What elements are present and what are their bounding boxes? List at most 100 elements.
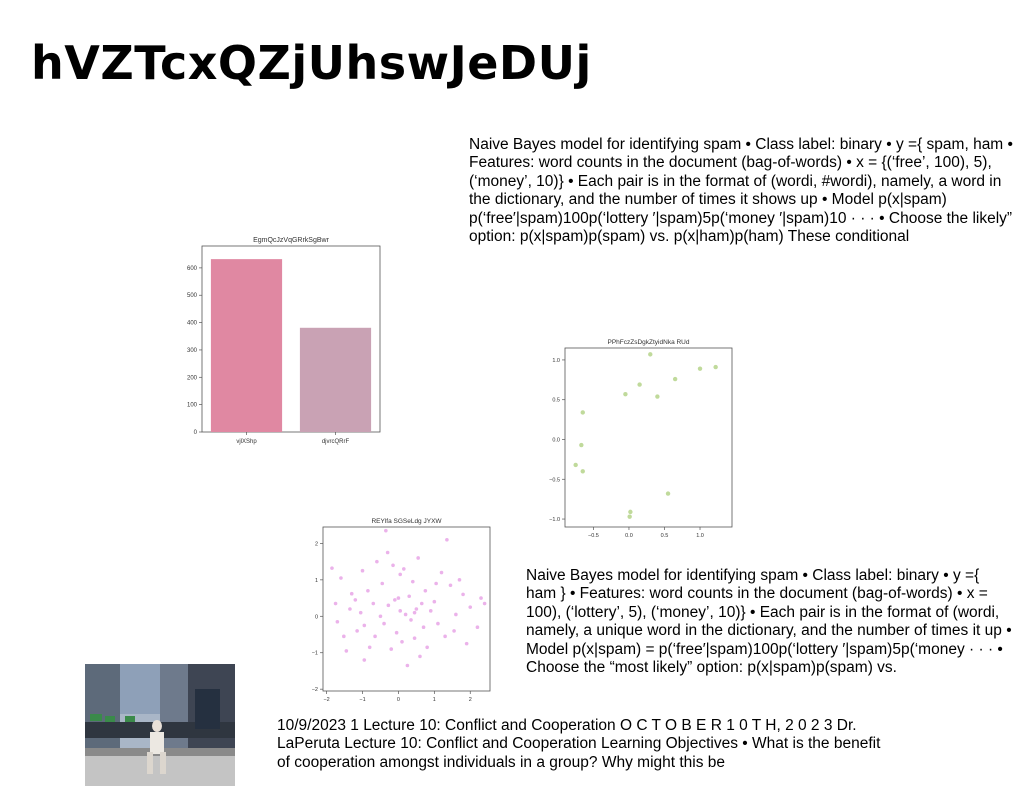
bar: [299, 327, 372, 432]
data-point: [579, 442, 584, 448]
y-tick-label: 0: [315, 614, 318, 620]
data-point: [439, 570, 444, 575]
x-tick-label: −0.5: [588, 533, 599, 539]
data-point: [373, 634, 377, 639]
data-point: [362, 658, 367, 662]
data-point: [479, 596, 483, 600]
data-point: [353, 598, 358, 602]
y-tick-label: 0.5: [552, 398, 560, 404]
data-point: [386, 603, 391, 608]
x-tick-label: 1.0: [696, 533, 704, 539]
data-point: [348, 607, 352, 611]
data-point: [414, 607, 419, 611]
data-point: [419, 601, 424, 606]
data-point: [400, 640, 404, 644]
y-tick-label: 0.0: [552, 437, 560, 443]
data-point: [434, 581, 438, 586]
data-point: [443, 634, 447, 639]
data-point: [623, 391, 628, 397]
data-point: [432, 599, 437, 604]
data-point: [418, 654, 422, 659]
chart-title: REYlfa SGSeLdg JYXW: [371, 518, 442, 525]
data-point: [672, 376, 678, 382]
data-point: [454, 612, 458, 617]
data-point: [339, 576, 343, 580]
data-point: [335, 619, 340, 624]
plot-frame: [201, 245, 381, 433]
data-point: [371, 601, 376, 606]
data-point: [378, 614, 383, 619]
data-point: [580, 469, 585, 474]
page-title: hVZTcxQZjUhswJeDUj: [31, 36, 592, 90]
data-point: [384, 528, 388, 533]
y-tick-label: 300: [187, 348, 198, 354]
text-block-spam-model: Naive Bayes model for identifying spam •…: [469, 136, 1013, 246]
plot-frame: [322, 526, 491, 692]
data-point: [380, 581, 385, 586]
x-tick-label: −2: [323, 697, 329, 703]
data-point: [627, 514, 632, 519]
data-point: [457, 578, 462, 582]
y-tick-label: −1: [312, 651, 318, 657]
data-point: [410, 579, 415, 584]
data-point: [407, 594, 411, 599]
data-point: [394, 630, 399, 635]
chart-title: PPhFczZsDgkZtyidNka RUd: [608, 339, 690, 346]
y-tick-label: 100: [187, 403, 198, 409]
data-point: [385, 550, 390, 555]
data-point: [396, 596, 401, 600]
data-point: [375, 559, 379, 564]
x-tick-label: vjlXShp: [236, 439, 257, 445]
scatter-chart-pink: REYlfa SGSeLdg JYXW −2 −1 0 1 2 −2 −1 0 1 2: [312, 518, 491, 703]
data-point: [405, 663, 410, 668]
data-point: [648, 352, 653, 357]
plot-frame: [564, 347, 733, 528]
data-point: [360, 568, 365, 573]
scatter-chart-green: PPhFczZsDgkZtyidNka RUd −1.0 −0.5 0.0 0.5 1.0…: [549, 339, 733, 539]
data-point: [421, 625, 426, 630]
x-tick-label: 1: [433, 697, 436, 703]
y-tick-label: 500: [187, 293, 198, 299]
y-tick-label: −2: [312, 687, 318, 693]
data-point: [333, 601, 338, 606]
data-point: [362, 623, 367, 628]
data-point: [580, 410, 585, 415]
y-tick-label: −1.0: [549, 517, 560, 523]
data-point: [389, 647, 394, 651]
data-point: [366, 588, 370, 593]
data-point: [412, 636, 417, 640]
data-point: [355, 629, 359, 633]
data-point: [425, 645, 429, 650]
x-tick-label: 0.5: [661, 533, 669, 539]
data-point: [382, 621, 386, 626]
data-point: [402, 567, 406, 571]
data-point: [391, 563, 395, 568]
y-tick-label: 1: [315, 578, 318, 584]
data-point: [409, 618, 413, 622]
y-tick-label: 400: [187, 321, 198, 327]
data-point: [393, 598, 397, 602]
bar-chart: EgmQcJzVqGRrkSgBwr 0 100 200 300 400 500 600 vjl…: [187, 237, 381, 445]
data-point: [330, 566, 334, 570]
data-point: [416, 556, 420, 560]
bar: [210, 259, 283, 432]
y-tick-label: 600: [187, 266, 198, 272]
data-point: [367, 645, 372, 650]
data-point: [655, 394, 660, 399]
data-point: [665, 491, 671, 496]
data-point: [482, 601, 487, 606]
data-point: [358, 610, 363, 615]
chart-title: EgmQcJzVqGRrkSgBwr: [253, 237, 330, 244]
x-tick-label: 0.0: [625, 533, 633, 539]
data-point: [342, 634, 346, 639]
data-point: [468, 605, 473, 609]
data-point: [628, 509, 633, 515]
y-tick-label: 0: [194, 430, 198, 436]
data-point: [428, 609, 433, 613]
data-point: [344, 649, 349, 653]
y-tick-label: 2: [315, 541, 318, 547]
data-point: [403, 612, 408, 617]
street-photo-icon: [85, 664, 235, 786]
data-point: [398, 609, 403, 613]
data-point: [452, 629, 456, 633]
